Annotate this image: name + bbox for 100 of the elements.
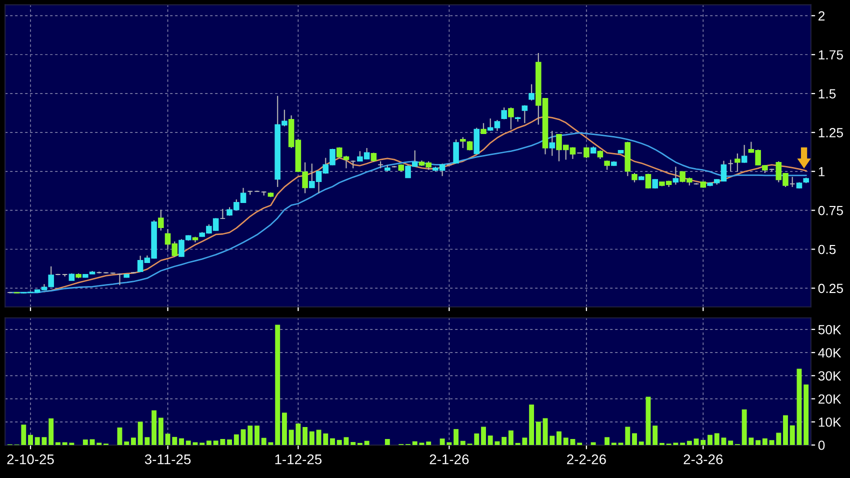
bar: [536, 422, 541, 446]
bar: [556, 431, 562, 446]
bar: [686, 440, 692, 446]
candlestick: [522, 104, 528, 124]
bar: [762, 438, 768, 446]
bar: [412, 441, 418, 446]
y-tick-label: 0.75: [818, 206, 843, 216]
bar: [165, 434, 170, 446]
y-tick-label: 1.25: [818, 128, 843, 138]
bar: [474, 433, 480, 446]
candlestick: [728, 159, 734, 172]
bar: [28, 434, 33, 446]
x-tick-label: 3-11-25: [144, 454, 191, 464]
bar: [776, 432, 782, 446]
bar: [309, 431, 314, 446]
bar: [227, 439, 232, 446]
candlestick: [370, 152, 377, 163]
bar: [570, 439, 576, 446]
bar: [790, 425, 795, 446]
bar: [700, 440, 706, 446]
bar: [419, 442, 424, 446]
candlestick: [645, 173, 652, 190]
bar: [323, 433, 328, 446]
bar: [186, 440, 191, 446]
bar: [48, 418, 54, 446]
bar: [542, 418, 548, 446]
candlestick: [789, 176, 796, 188]
bar: [117, 427, 122, 446]
bar: [152, 410, 157, 446]
y-tick-label: 0: [818, 440, 825, 450]
bar: [721, 438, 726, 446]
bar: [82, 439, 88, 446]
bar: [783, 415, 788, 446]
bar: [282, 412, 287, 446]
bar: [529, 404, 534, 446]
bar: [659, 442, 664, 446]
bar: [192, 442, 198, 446]
bar: [756, 440, 761, 446]
bar: [460, 440, 466, 446]
x-tick-label: 2-1-26: [430, 454, 469, 464]
bar: [344, 437, 349, 446]
candlestick: [604, 160, 610, 170]
bar: [550, 436, 555, 446]
bar: [124, 442, 130, 446]
bar: [481, 426, 486, 446]
bar: [130, 438, 136, 446]
bar: [234, 434, 239, 446]
bar: [350, 442, 356, 446]
bar: [804, 384, 809, 446]
bar: [502, 436, 507, 446]
bar: [248, 426, 253, 446]
candlestick: [632, 172, 638, 183]
bar: [769, 440, 774, 446]
bar: [240, 429, 246, 446]
bar: [563, 438, 568, 446]
y-tick-label: 50K: [818, 324, 842, 334]
bar: [708, 434, 712, 446]
bar: [336, 440, 342, 446]
bar: [172, 436, 178, 446]
bar: [330, 438, 335, 446]
bar: [384, 439, 390, 446]
bar: [488, 436, 493, 446]
x-tick-label: 2-2-26: [567, 454, 606, 464]
bar: [302, 426, 308, 446]
bar: [796, 368, 802, 446]
y-tick-label: 0.5: [818, 244, 836, 254]
y-tick-label: 0.25: [818, 284, 843, 294]
y-tick-label: 40K: [818, 348, 842, 358]
y-tick-label: 30K: [818, 371, 842, 381]
bar: [254, 426, 260, 446]
bar: [728, 440, 734, 446]
candlestick: [549, 130, 556, 156]
bar: [21, 424, 26, 446]
bar: [357, 442, 362, 446]
x-tick-label: 2-10-25: [7, 454, 54, 464]
bar: [714, 433, 720, 446]
bar: [652, 426, 658, 446]
bar: [577, 442, 582, 446]
candlestick: [672, 166, 679, 186]
candlestick: [460, 136, 466, 149]
candlestick: [741, 144, 748, 164]
candlestick: [220, 208, 226, 220]
x-tick-label: 1-12-25: [275, 454, 322, 464]
bar: [34, 437, 40, 446]
bar: [90, 439, 95, 446]
bar: [625, 426, 630, 446]
bar: [364, 440, 370, 446]
bar: [42, 437, 47, 446]
bar: [200, 442, 205, 446]
bar: [261, 438, 266, 446]
y-tick-label: 1.5: [818, 89, 836, 98]
candlestick: [158, 209, 164, 232]
candlestick: [466, 140, 473, 151]
bar: [646, 396, 651, 446]
bar: [590, 442, 596, 446]
bar: [618, 442, 624, 446]
y-tick-label: 10K: [818, 417, 842, 427]
bar: [638, 442, 644, 446]
y-tick-label: 1: [818, 167, 825, 176]
bar: [179, 438, 184, 446]
